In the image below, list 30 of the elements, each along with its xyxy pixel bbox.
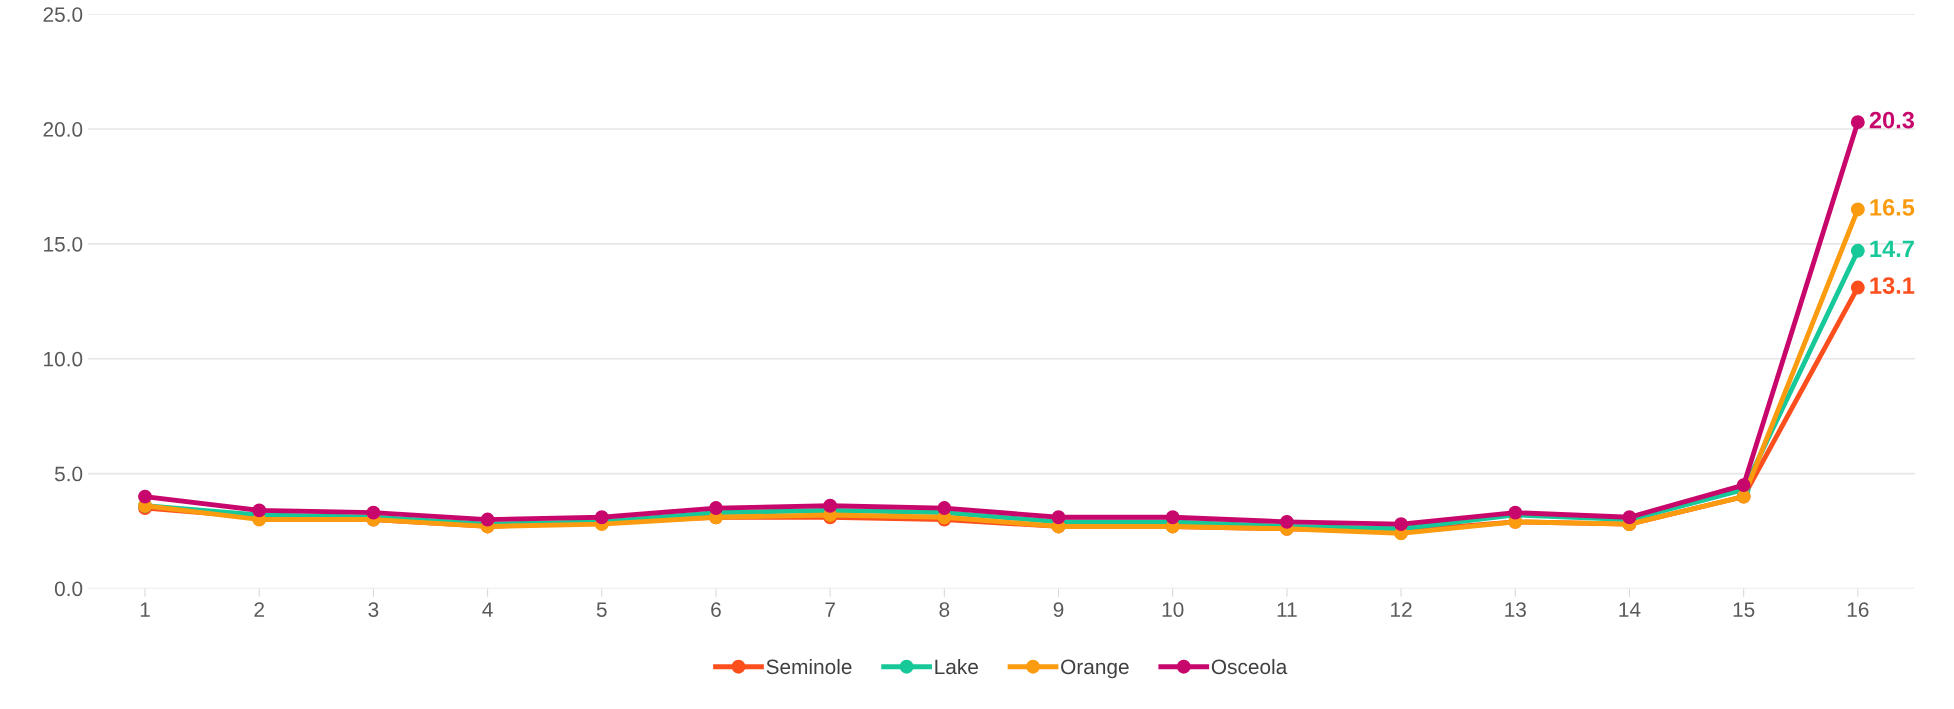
- x-tick-label: 8: [939, 602, 950, 617]
- x-tick-label: 9: [1053, 602, 1064, 617]
- data-label: 13.1: [1870, 277, 1915, 294]
- x-tick-label: 16: [1847, 602, 1869, 617]
- data-label: 16.5: [1870, 199, 1915, 216]
- x-tick-label: 10: [1162, 602, 1184, 617]
- x-tick-label: 14: [1619, 602, 1641, 617]
- x-tick-label: 1: [140, 602, 150, 617]
- x-tick-label: 12: [1391, 602, 1412, 617]
- x-tick-label: 7: [825, 602, 835, 617]
- x-tick-label: 4: [482, 602, 493, 617]
- x-tick-label: 5: [596, 602, 607, 617]
- legend-label: Osceola: [1211, 658, 1288, 675]
- x-tick-label: 3: [368, 602, 379, 617]
- y-tick-label: 25.0: [43, 7, 83, 22]
- x-tick-label: 13: [1505, 602, 1526, 617]
- data-label: 14.7: [1870, 240, 1914, 257]
- x-tick-label: 2: [254, 602, 264, 617]
- y-tick-label: 5.0: [54, 466, 83, 482]
- x-tick-label: 11: [1277, 602, 1297, 617]
- x-tick-label: 15: [1733, 602, 1755, 617]
- y-tick-label: 10.0: [44, 351, 83, 367]
- y-tick-label: 0.0: [54, 581, 83, 597]
- legend-label: Orange: [1061, 659, 1129, 679]
- x-tick-label: 6: [711, 602, 721, 617]
- legend-label: Lake: [935, 658, 978, 675]
- legend-label: Seminole: [766, 658, 852, 675]
- data-label: 20.3: [1869, 111, 1915, 129]
- y-tick-label: 20.0: [43, 122, 83, 137]
- y-tick-label: 15.0: [44, 236, 83, 252]
